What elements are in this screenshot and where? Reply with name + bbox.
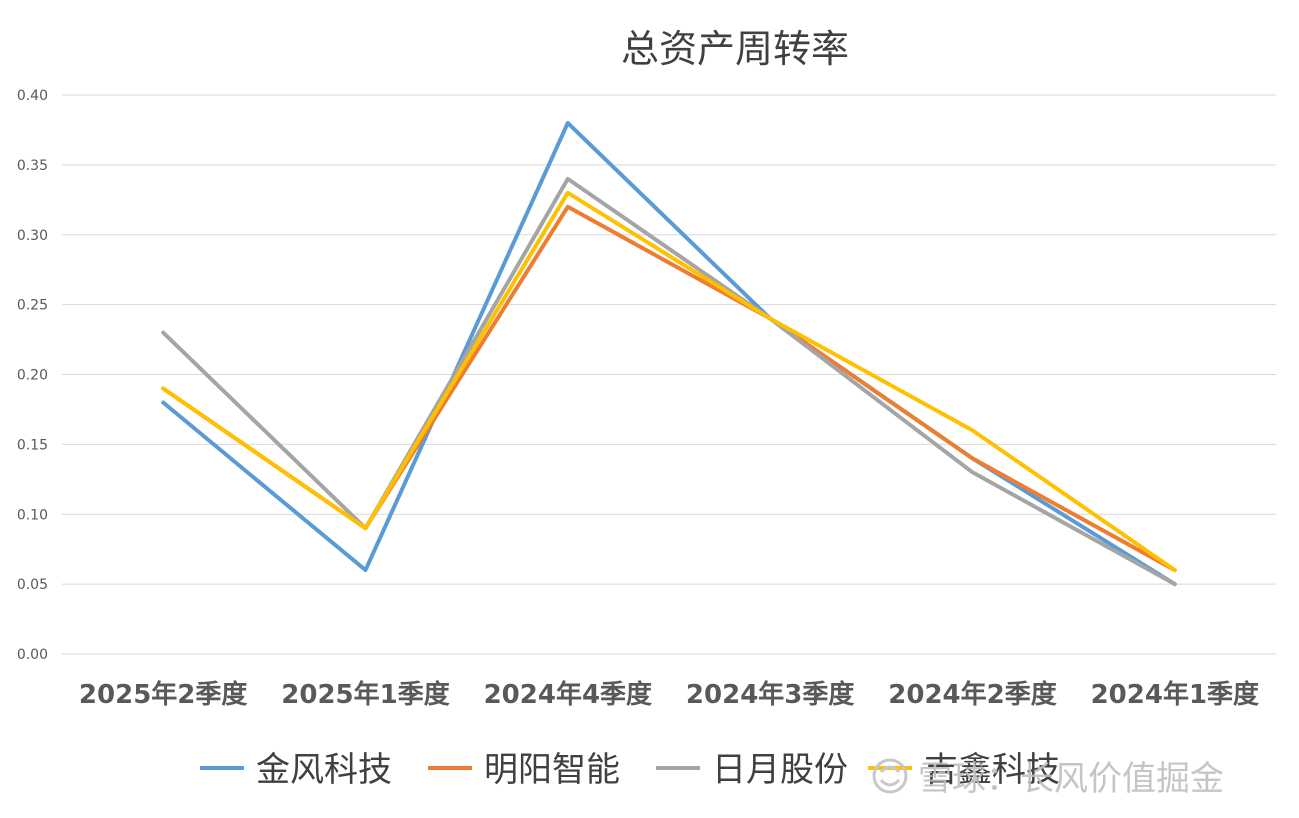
x-tick-label: 2025年2季度 [79,679,247,710]
series-line-0 [161,121,1177,587]
series-line-2 [161,176,1177,587]
x-tick-label: 2024年1季度 [1091,679,1259,710]
series-line-3 [161,190,1177,573]
y-tick-label: 0.25 [17,298,48,314]
watermark: 雪球：长风价值掘金 [872,758,1224,799]
legend-label: 吉鑫科技 [924,750,1060,790]
series-lines [161,121,1177,587]
x-tick-label: 2024年2季度 [888,679,1056,710]
y-tick-label: 0.30 [17,228,48,244]
legend-label: 日月股份 [712,750,848,790]
y-axis-ticks: 0.00 0.05 0.10 0.15 0.20 0.25 0.30 0.35 0.40 [17,88,48,663]
watermark-text: 雪球：长风价值掘金 [918,759,1224,799]
x-axis-ticks: 2025年2季度 2025年1季度 2024年4季度 2024年3季度 2024年2季度… [79,679,1259,710]
x-tick-label: 2024年3季度 [686,679,854,710]
series-line-1 [161,204,1177,573]
snowball-logo-icon [872,758,908,794]
y-tick-label: 0.20 [17,368,48,384]
y-tick-label: 0.00 [17,647,48,663]
y-tick-label: 0.10 [17,507,48,523]
y-tick-label: 0.15 [17,437,48,453]
x-tick-label: 2024年4季度 [484,679,652,710]
y-tick-label: 0.35 [17,158,48,174]
gridlines [62,94,1276,655]
y-tick-label: 0.40 [17,88,48,104]
chart-title: 总资产周转率 [621,27,849,71]
legend-label: 明阳智能 [484,750,620,790]
legend-label: 金风科技 [256,750,392,790]
x-tick-label: 2025年1季度 [281,679,449,710]
y-tick-label: 0.05 [17,577,48,593]
